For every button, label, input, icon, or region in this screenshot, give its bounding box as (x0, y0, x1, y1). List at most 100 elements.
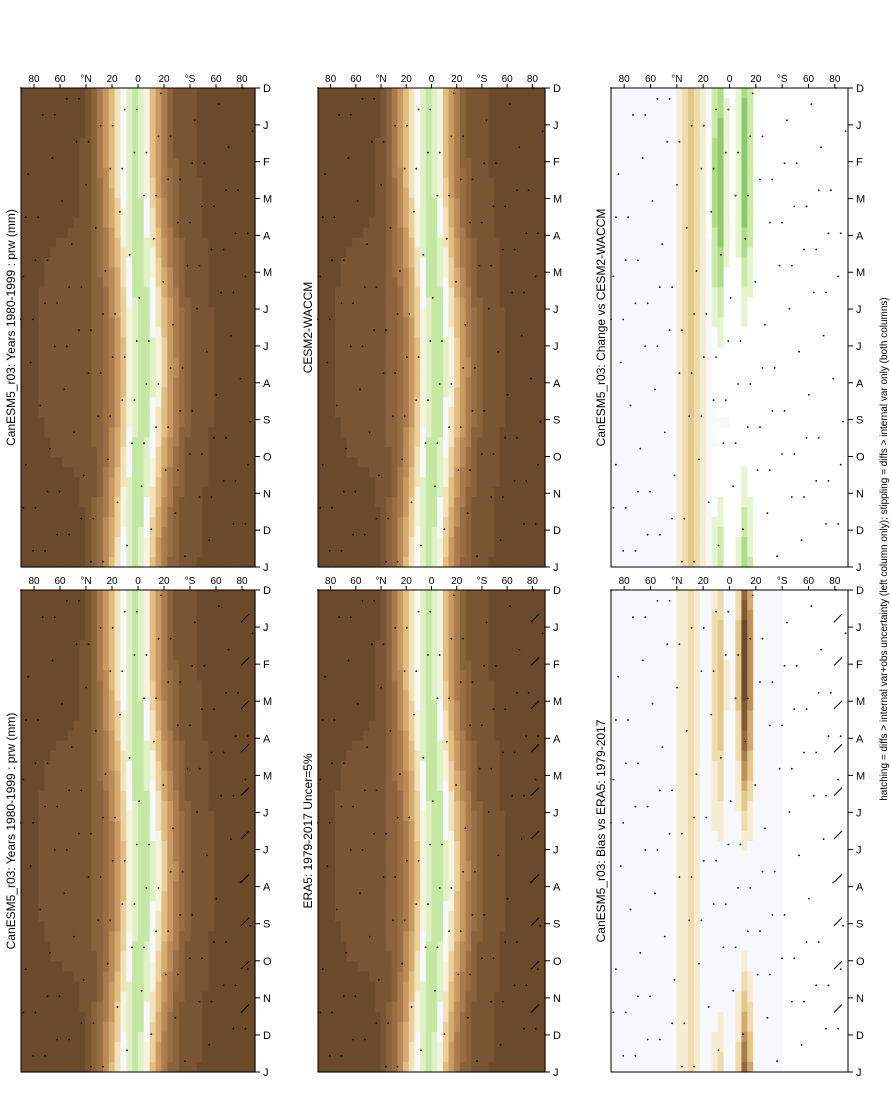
heatmap-cell (397, 660, 404, 671)
heatmap-cell (138, 108, 145, 119)
heatmap-cell (21, 961, 28, 973)
heatmap-cell (471, 620, 478, 631)
stipple-dot (174, 512, 177, 515)
heatmap-cell (196, 527, 203, 538)
heatmap-cell (102, 307, 110, 319)
heatmap-cell (249, 931, 256, 942)
heatmap-cell (26, 981, 34, 993)
heatmap-cell (149, 537, 157, 548)
heatmap-cell (208, 357, 215, 368)
heatmap-cell (126, 1062, 133, 1073)
heatmap-cell (208, 477, 215, 488)
heatmap-cell (243, 337, 250, 349)
heatmap-cell (114, 207, 121, 219)
heatmap-cell (346, 670, 353, 681)
heatmap-cell (528, 640, 535, 651)
heatmap-cell (38, 941, 45, 953)
heatmap-cell (67, 357, 75, 368)
heatmap-cell (143, 861, 151, 872)
heatmap-cell (126, 921, 133, 932)
heatmap-cell (208, 457, 215, 468)
heatmap-cell (114, 377, 121, 388)
heatmap-cell (149, 700, 157, 712)
heatmap-cell (214, 407, 221, 418)
heatmap-cell (184, 457, 192, 468)
heatmap-cell (26, 207, 34, 219)
heatmap-cell (91, 407, 98, 418)
heatmap-cell (219, 177, 227, 189)
heatmap-cell (499, 740, 506, 752)
heatmap-cell (79, 780, 86, 792)
heatmap-cell (91, 951, 98, 963)
heatmap-cell (143, 640, 151, 651)
heatmap-cell (202, 417, 209, 428)
heatmap-cell (67, 821, 75, 832)
heatmap-cell (184, 951, 192, 963)
heatmap-cell (196, 981, 203, 993)
heatmap-cell (32, 237, 40, 249)
heatmap-cell (533, 700, 540, 712)
stipple-dot (152, 237, 155, 240)
heatmap-cell (340, 760, 347, 772)
heatmap-cell (143, 790, 151, 802)
heatmap-cell (225, 1001, 233, 1013)
heatmap-cell (357, 690, 364, 701)
heatmap-cell (505, 640, 512, 651)
heatmap-cell (85, 217, 92, 229)
heatmap-cell (408, 730, 416, 742)
heatmap-cell (97, 177, 104, 189)
heatmap-cell (38, 650, 45, 661)
heatmap-cell (126, 247, 133, 259)
stipple-dot (181, 367, 184, 369)
heatmap-cell (97, 660, 104, 671)
heatmap-cell (149, 327, 157, 339)
heatmap-cell (97, 780, 104, 792)
heatmap-cell (143, 287, 151, 299)
heatmap-cell (442, 730, 450, 742)
heatmap-cell (132, 197, 139, 209)
heatmap-cell (208, 881, 215, 892)
heatmap-cell (26, 941, 34, 953)
heatmap-cell (97, 297, 104, 309)
heatmap-cell (102, 1062, 110, 1073)
heatmap-cell (178, 921, 186, 932)
heatmap-cell (138, 127, 145, 139)
heatmap-cell (44, 437, 51, 448)
heatmap-cell (190, 630, 198, 641)
heatmap-cell (26, 951, 34, 963)
heatmap-cell (202, 217, 209, 229)
heatmap-cell (79, 921, 86, 932)
stipple-dot (191, 410, 194, 412)
heatmap-cell (243, 680, 250, 691)
heatmap-cell (243, 327, 250, 339)
heatmap-cell (97, 147, 104, 159)
heatmap-cell (138, 117, 145, 129)
heatmap-cell (369, 690, 376, 701)
heatmap-cell (132, 357, 139, 368)
heatmap-cell (243, 690, 250, 701)
heatmap-cell (225, 921, 233, 932)
heatmap-cell (219, 217, 227, 229)
heatmap-cell (386, 730, 393, 742)
heatmap-cell (126, 740, 133, 752)
stipple-dot (198, 496, 201, 498)
heatmap-cell (149, 197, 157, 209)
heatmap-cell (208, 810, 215, 822)
heatmap-cell (155, 137, 162, 149)
heatmap-cell (408, 750, 416, 762)
stipple-dot (135, 108, 138, 111)
stipple-dot (85, 184, 87, 186)
heatmap-cell (374, 770, 382, 782)
heatmap-cell (91, 1051, 98, 1063)
heatmap-cell (114, 507, 121, 518)
heatmap-cell (184, 800, 192, 812)
heatmap-cell (44, 740, 51, 752)
heatmap-cell (369, 680, 376, 691)
heatmap-cell (143, 417, 151, 428)
heatmap-cell (178, 901, 186, 912)
heatmap-cell (149, 921, 157, 932)
heatmap-cell (346, 730, 353, 742)
heatmap-cell (167, 831, 174, 842)
heatmap-cell (120, 317, 127, 329)
heatmap-cell (249, 630, 256, 641)
